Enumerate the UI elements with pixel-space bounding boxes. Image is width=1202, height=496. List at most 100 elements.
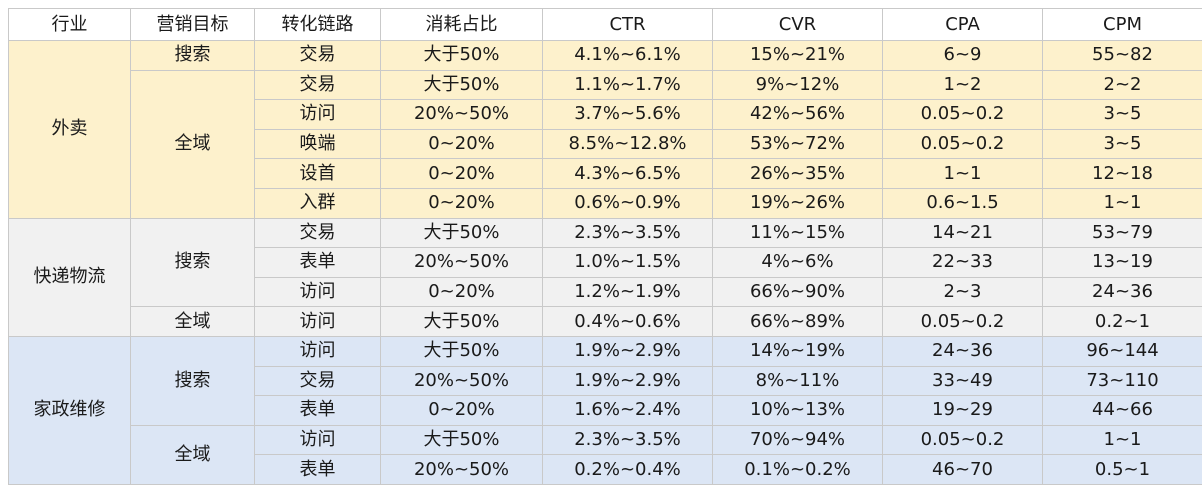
cvr-cell: 53%~72% — [712, 128, 883, 160]
cpm-cell: 12~18 — [1042, 158, 1202, 189]
chain-cell: 交易 — [254, 69, 381, 101]
chain-cell: 交易 — [254, 40, 381, 71]
chain-cell: 表单 — [254, 395, 381, 426]
spend-cell: 20%~50% — [380, 247, 543, 278]
chain-cell: 设首 — [254, 158, 381, 189]
table-row: 交易 20%~50% 1.9%~2.9% 8%~11% 33~49 73~110 — [9, 365, 1202, 397]
cvr-cell: 10%~13% — [712, 395, 883, 426]
spend-cell: 大于50% — [380, 217, 543, 249]
cpm-cell: 53~79 — [1042, 217, 1202, 249]
cpm-cell: 2~2 — [1042, 69, 1202, 101]
table-body: 外卖 搜索 交易 大于50% 4.1%~6.1% 15%~21% 6~9 55~82 全域 交易大… — [8, 40, 1202, 485]
chain-cell: 唤端 — [254, 128, 381, 160]
goal-cell: 全域 — [130, 69, 255, 219]
benchmark-table: 行业 营销目标 转化链路 消耗占比 CTR CVR CPA CPM 外卖 搜索 交易… — [8, 8, 1202, 485]
cpa-cell: 14~21 — [882, 217, 1043, 249]
cpa-cell: 19~29 — [882, 395, 1043, 426]
ctr-cell: 0.2%~0.4% — [542, 454, 713, 485]
spend-cell: 20%~50% — [380, 365, 543, 397]
cpa-cell: 6~9 — [882, 40, 1043, 71]
chain-cell: 交易 — [254, 217, 381, 249]
header-industry: 行业 — [8, 8, 131, 41]
ctr-cell: 1.0%~1.5% — [542, 247, 713, 278]
cpa-cell: 1~1 — [882, 158, 1043, 189]
goal-cell: 搜索 — [130, 217, 255, 308]
cpa-cell: 24~36 — [882, 335, 1043, 367]
cpm-cell: 0.2~1 — [1042, 306, 1202, 337]
ctr-cell: 1.9%~2.9% — [542, 335, 713, 367]
cpm-cell: 1~1 — [1042, 424, 1202, 456]
cpm-cell: 96~144 — [1042, 335, 1202, 367]
chain-cell: 入群 — [254, 187, 381, 219]
cpm-cell: 0.5~1 — [1042, 454, 1202, 485]
spend-cell: 0~20% — [380, 276, 543, 308]
cpa-cell: 46~70 — [882, 454, 1043, 485]
cpm-cell: 1~1 — [1042, 187, 1202, 219]
cpm-cell: 73~110 — [1042, 365, 1202, 397]
table-row: 快递物流 搜索 交易 大于50% 2.3%~3.5% 11%~15% 14~21 53~79 — [8, 217, 1202, 337]
goal-cell: 全域 — [130, 424, 255, 485]
cpm-cell: 3~5 — [1042, 128, 1202, 160]
header-goal: 营销目标 — [130, 8, 255, 41]
ctr-cell: 0.6%~0.9% — [542, 187, 713, 219]
cvr-cell: 66%~90% — [712, 276, 883, 308]
ctr-cell: 4.3%~6.5% — [542, 158, 713, 189]
spend-cell: 大于50% — [380, 335, 543, 367]
cpa-cell: 0.05~0.2 — [882, 306, 1043, 337]
spend-cell: 0~20% — [380, 128, 543, 160]
table-row: 全域 访问 大于50% 0.4%~0.6% 66%~89% 0.05~0.2 0.2~1 — [9, 306, 1202, 337]
table-row: 设首 0~20% 4.3%~6.5% 26%~35% 1~1 12~18 — [9, 158, 1202, 189]
industry-cell: 外卖 — [8, 40, 131, 219]
spend-cell: 大于50% — [380, 69, 543, 101]
goal-cell: 全域 — [130, 306, 255, 337]
chain-cell: 访问 — [254, 335, 381, 367]
cpa-cell: 0.6~1.5 — [882, 187, 1043, 219]
spend-cell: 0~20% — [380, 395, 543, 426]
spend-cell: 20%~50% — [380, 99, 543, 130]
header-ctr: CTR — [542, 8, 713, 41]
table-row: 访问 20%~50% 3.7%~5.6% 42%~56% 0.05~0.2 3~5 — [9, 99, 1202, 130]
spend-cell: 20%~50% — [380, 454, 543, 485]
table-row: 唤端 0~20% 8.5%~12.8% 53%~72% 0.05~0.2 3~5 — [9, 128, 1202, 160]
cvr-cell: 19%~26% — [712, 187, 883, 219]
ctr-cell: 8.5%~12.8% — [542, 128, 713, 160]
cpa-cell: 0.05~0.2 — [882, 424, 1043, 456]
chain-cell: 表单 — [254, 454, 381, 485]
table-row: 全域 交易 大于50% 1.1%~1.7% 9%~12% 1~2 2~2 — [9, 69, 1202, 219]
spend-cell: 0~20% — [380, 158, 543, 189]
chain-cell: 访问 — [254, 306, 381, 337]
spend-cell: 0~20% — [380, 187, 543, 219]
cpm-cell: 55~82 — [1042, 40, 1202, 71]
ctr-cell: 0.4%~0.6% — [542, 306, 713, 337]
cvr-cell: 66%~89% — [712, 306, 883, 337]
table-row: 家政维修 搜索 访问 大于50% 1.9%~2.9% 14%~19% 24~36 96~144 — [8, 335, 1202, 485]
header-row: 行业 营销目标 转化链路 消耗占比 CTR CVR CPA CPM — [8, 8, 1202, 41]
table-row: 入群 0~20% 0.6%~0.9% 19%~26% 0.6~1.5 1~1 — [9, 187, 1202, 219]
cvr-cell: 11%~15% — [712, 217, 883, 249]
header-cvr: CVR — [712, 8, 883, 41]
ctr-cell: 1.1%~1.7% — [542, 69, 713, 101]
industry-cell: 快递物流 — [8, 217, 131, 337]
chain-cell: 访问 — [254, 276, 381, 308]
cvr-cell: 9%~12% — [712, 69, 883, 101]
spend-cell: 大于50% — [380, 306, 543, 337]
cvr-cell: 70%~94% — [712, 424, 883, 456]
goal-cell: 搜索 — [130, 335, 255, 426]
table-row: 全域 访问 大于50% 2.3%~3.5% 70%~94% 0.05~0.2 1~1 — [9, 424, 1202, 485]
ctr-cell: 1.2%~1.9% — [542, 276, 713, 308]
table-row: 外卖 搜索 交易 大于50% 4.1%~6.1% 15%~21% 6~9 55~82 — [8, 40, 1202, 219]
table-row: 表单 20%~50% 0.2%~0.4% 0.1%~0.2% 46~70 0.5~1 — [9, 454, 1202, 485]
ctr-cell: 2.3%~3.5% — [542, 217, 713, 249]
spend-cell: 大于50% — [380, 424, 543, 456]
header-chain: 转化链路 — [254, 8, 381, 41]
cpa-cell: 22~33 — [882, 247, 1043, 278]
cvr-cell: 8%~11% — [712, 365, 883, 397]
cpm-cell: 13~19 — [1042, 247, 1202, 278]
cpa-cell: 2~3 — [882, 276, 1043, 308]
chain-cell: 访问 — [254, 424, 381, 456]
goal-cell: 搜索 — [130, 40, 255, 71]
ctr-cell: 1.6%~2.4% — [542, 395, 713, 426]
cvr-cell: 42%~56% — [712, 99, 883, 130]
chain-cell: 交易 — [254, 365, 381, 397]
